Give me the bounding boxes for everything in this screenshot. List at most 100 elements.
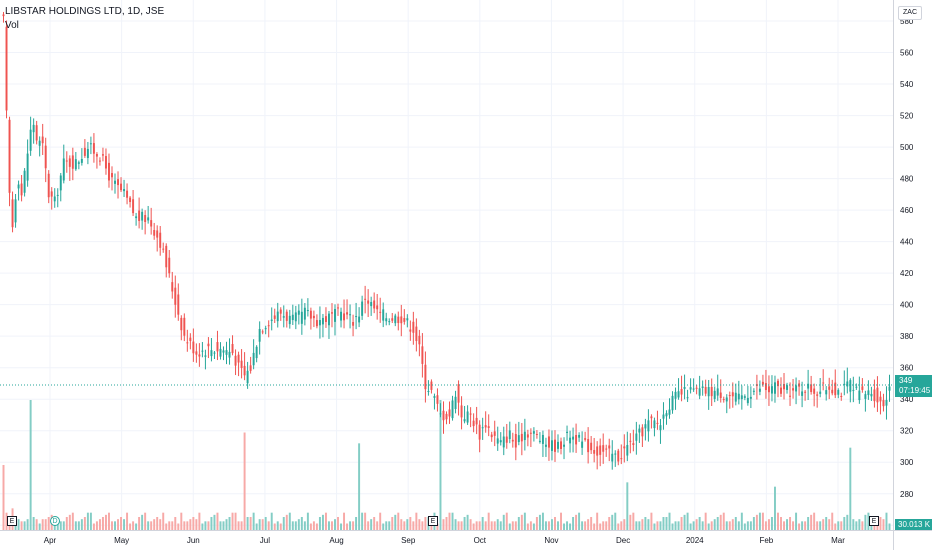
candle-body bbox=[62, 158, 65, 181]
volume-bar bbox=[23, 521, 26, 530]
candle-body bbox=[547, 436, 550, 448]
candle-body bbox=[288, 315, 291, 325]
candle-body bbox=[162, 248, 165, 250]
candle-body bbox=[252, 352, 255, 366]
candle-body bbox=[701, 386, 704, 388]
candle-body bbox=[740, 395, 743, 400]
candle-body bbox=[92, 143, 95, 154]
volume-bar bbox=[641, 519, 644, 530]
candle-body bbox=[644, 424, 647, 429]
volume-bar bbox=[361, 512, 364, 530]
earnings-marker[interactable]: E bbox=[869, 516, 879, 526]
candle-body bbox=[638, 428, 641, 433]
time-tick-label: Aug bbox=[329, 536, 343, 545]
price-tick-label: 340 bbox=[900, 395, 914, 404]
candle-body bbox=[786, 385, 789, 390]
candle-body bbox=[26, 153, 29, 181]
volume-bar bbox=[406, 519, 409, 530]
volume-bar bbox=[65, 517, 68, 530]
candle-body bbox=[261, 331, 264, 333]
volume-bar bbox=[620, 521, 623, 530]
volume-bar bbox=[219, 521, 222, 530]
volume-bar bbox=[605, 521, 608, 530]
volume-bar bbox=[445, 517, 448, 530]
candle-body bbox=[566, 431, 569, 433]
volume-bar bbox=[849, 447, 852, 530]
volume-bar bbox=[544, 521, 547, 530]
volume-bar bbox=[475, 521, 478, 530]
candle-body bbox=[309, 310, 312, 319]
volume-bar bbox=[764, 521, 767, 530]
volume-bar bbox=[463, 517, 466, 530]
candle-body bbox=[306, 310, 309, 312]
candle-body bbox=[29, 129, 32, 151]
volume-bar bbox=[409, 517, 412, 530]
volume-bar bbox=[364, 512, 367, 530]
volume-bar bbox=[653, 523, 656, 530]
volume-bar bbox=[77, 521, 80, 530]
candle-body bbox=[647, 420, 650, 432]
volume-bar bbox=[442, 519, 445, 530]
volume-bar bbox=[457, 521, 460, 530]
candle-body bbox=[240, 360, 243, 368]
volume-bar bbox=[638, 521, 641, 530]
volume-bar bbox=[792, 521, 795, 530]
volume-bar bbox=[626, 482, 629, 530]
candle-body bbox=[207, 343, 210, 347]
volume-bar bbox=[391, 517, 394, 530]
volume-bar bbox=[297, 519, 300, 530]
volume-bar bbox=[520, 514, 523, 530]
volume-bars bbox=[2, 400, 891, 530]
last-price-tag: 349 07:19:45 bbox=[895, 375, 932, 397]
volume-bar bbox=[780, 517, 782, 530]
candle-body bbox=[641, 427, 644, 437]
candle-body bbox=[213, 352, 216, 354]
volume-bar bbox=[529, 521, 532, 530]
candle-body bbox=[611, 453, 614, 462]
volume-bar bbox=[309, 523, 312, 530]
candle-body bbox=[108, 162, 110, 181]
candle-body bbox=[704, 386, 707, 394]
volume-bar bbox=[689, 523, 692, 530]
volume-bar bbox=[623, 519, 626, 530]
volume-bar bbox=[514, 521, 517, 530]
volume-bar bbox=[252, 512, 255, 530]
candle-body bbox=[632, 443, 635, 445]
candle-body bbox=[695, 387, 698, 389]
volume-bar bbox=[246, 517, 249, 530]
volume-bar bbox=[397, 512, 400, 530]
volume-bar bbox=[490, 521, 493, 530]
volume-bar bbox=[882, 519, 885, 530]
candle-body bbox=[575, 435, 578, 445]
candle-body bbox=[117, 179, 120, 186]
volume-bar bbox=[846, 514, 849, 530]
candle-body bbox=[255, 346, 258, 359]
candle-body bbox=[370, 302, 373, 307]
dividend-marker[interactable]: D bbox=[50, 516, 60, 526]
volume-bar bbox=[331, 521, 333, 530]
price-tick-label: 500 bbox=[900, 143, 914, 152]
candle-body bbox=[837, 389, 840, 395]
candle-body bbox=[210, 350, 213, 357]
candle-body bbox=[376, 305, 379, 310]
volume-bar bbox=[755, 514, 758, 530]
earnings-marker[interactable]: E bbox=[7, 516, 17, 526]
volume-bar bbox=[713, 519, 716, 530]
currency-button[interactable]: ZAC bbox=[898, 6, 922, 20]
volume-bar bbox=[493, 521, 496, 530]
candle-body bbox=[195, 351, 198, 355]
volume-bar bbox=[111, 521, 113, 530]
volume-bar bbox=[285, 514, 288, 530]
earnings-marker[interactable]: E bbox=[428, 516, 438, 526]
volume-bar bbox=[144, 512, 147, 530]
volume-bar bbox=[159, 519, 162, 530]
candle-body bbox=[822, 382, 825, 384]
candle-body bbox=[508, 430, 511, 440]
volume-bar bbox=[306, 512, 309, 530]
candle-body bbox=[388, 321, 391, 323]
volume-bar bbox=[367, 521, 370, 530]
candle-body bbox=[373, 300, 376, 309]
time-tick-label: Apr bbox=[44, 536, 57, 545]
volume-bar bbox=[828, 519, 831, 530]
